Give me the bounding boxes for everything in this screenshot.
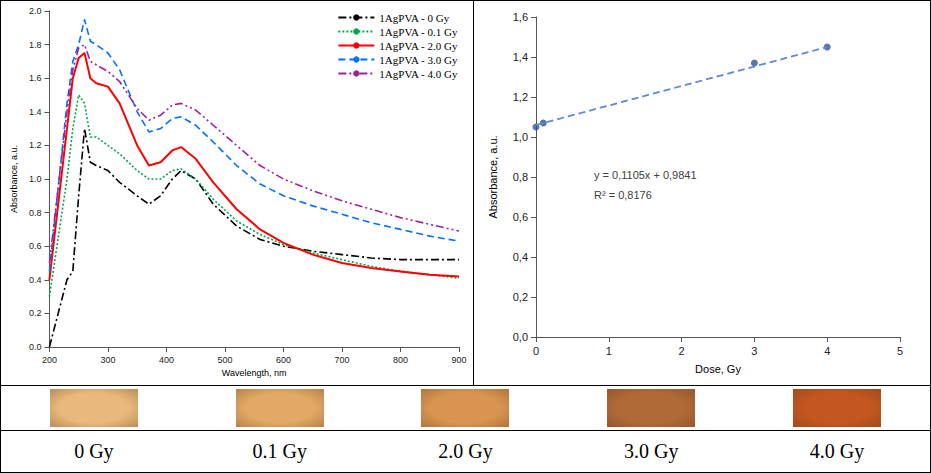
svg-text:5: 5 [897, 345, 903, 357]
svg-text:1.2: 1.2 [29, 140, 42, 150]
svg-text:1,0: 1,0 [513, 131, 528, 143]
svg-text:0: 0 [533, 345, 539, 357]
html-text:0 Gy: 0 Gy [74, 440, 114, 462]
html-text:3.0 Gy: 3.0 Gy [624, 440, 679, 462]
svg-text:0,2: 0,2 [513, 291, 528, 303]
svg-text:Absorbance, a.u.: Absorbance, a.u. [487, 135, 499, 218]
svg-text:1.6: 1.6 [29, 73, 42, 83]
svg-text:y = 0,1105x + 0,9841: y = 0,1105x + 0,9841 [594, 169, 697, 181]
svg-text:0,0: 0,0 [513, 331, 528, 343]
svg-text:4: 4 [824, 345, 830, 357]
svg-text:0,4: 0,4 [513, 251, 528, 263]
svg-text:500: 500 [217, 355, 232, 365]
svg-text:1.8: 1.8 [29, 40, 42, 50]
svg-text:Wavelength, nm: Wavelength, nm [222, 368, 287, 378]
svg-text:700: 700 [334, 355, 349, 365]
svg-text:1AgPVA - 0 Gy: 1AgPVA - 0 Gy [379, 12, 449, 24]
svg-text:3: 3 [751, 345, 757, 357]
svg-text:800: 800 [393, 355, 408, 365]
svg-text:0,6: 0,6 [513, 211, 528, 223]
svg-text:2: 2 [679, 345, 685, 357]
svg-text:300: 300 [100, 355, 115, 365]
html-text:2.0 Gy: 2.0 Gy [438, 440, 493, 462]
svg-text:1: 1 [606, 345, 612, 357]
svg-text:0.8: 0.8 [29, 208, 42, 218]
svg-text:1,2: 1,2 [513, 91, 528, 103]
svg-text:0.6: 0.6 [29, 241, 42, 251]
svg-text:R² = 0,8176: R² = 0,8176 [594, 189, 652, 201]
svg-text:600: 600 [276, 355, 291, 365]
svg-text:Dose, Gy: Dose, Gy [695, 363, 741, 375]
html-text:0.1 Gy: 0.1 Gy [252, 440, 307, 462]
svg-text:1.4: 1.4 [29, 107, 42, 117]
svg-text:400: 400 [159, 355, 174, 365]
svg-text:1AgPVA - 2.0 Gy: 1AgPVA - 2.0 Gy [379, 40, 458, 52]
svg-text:2.0: 2.0 [29, 6, 42, 16]
svg-text:1AgPVA - 0.1 Gy: 1AgPVA - 0.1 Gy [379, 26, 458, 38]
svg-text:0,8: 0,8 [513, 171, 528, 183]
svg-text:1.0: 1.0 [29, 174, 42, 184]
svg-text:900: 900 [451, 355, 466, 365]
svg-text:1,4: 1,4 [513, 51, 528, 63]
svg-text:0.2: 0.2 [29, 308, 42, 318]
svg-text:1,6: 1,6 [513, 11, 528, 23]
svg-text:Absorbance, a.u.: Absorbance, a.u. [9, 145, 19, 213]
svg-text:0.0: 0.0 [29, 342, 42, 352]
svg-text:1AgPVA - 4.0 Gy: 1AgPVA - 4.0 Gy [379, 68, 458, 80]
html-text:4.0 Gy: 4.0 Gy [809, 440, 865, 462]
svg-text:200: 200 [42, 355, 57, 365]
svg-text:0.4: 0.4 [29, 275, 42, 285]
svg-text:1AgPVA - 3.0 Gy: 1AgPVA - 3.0 Gy [379, 54, 458, 66]
